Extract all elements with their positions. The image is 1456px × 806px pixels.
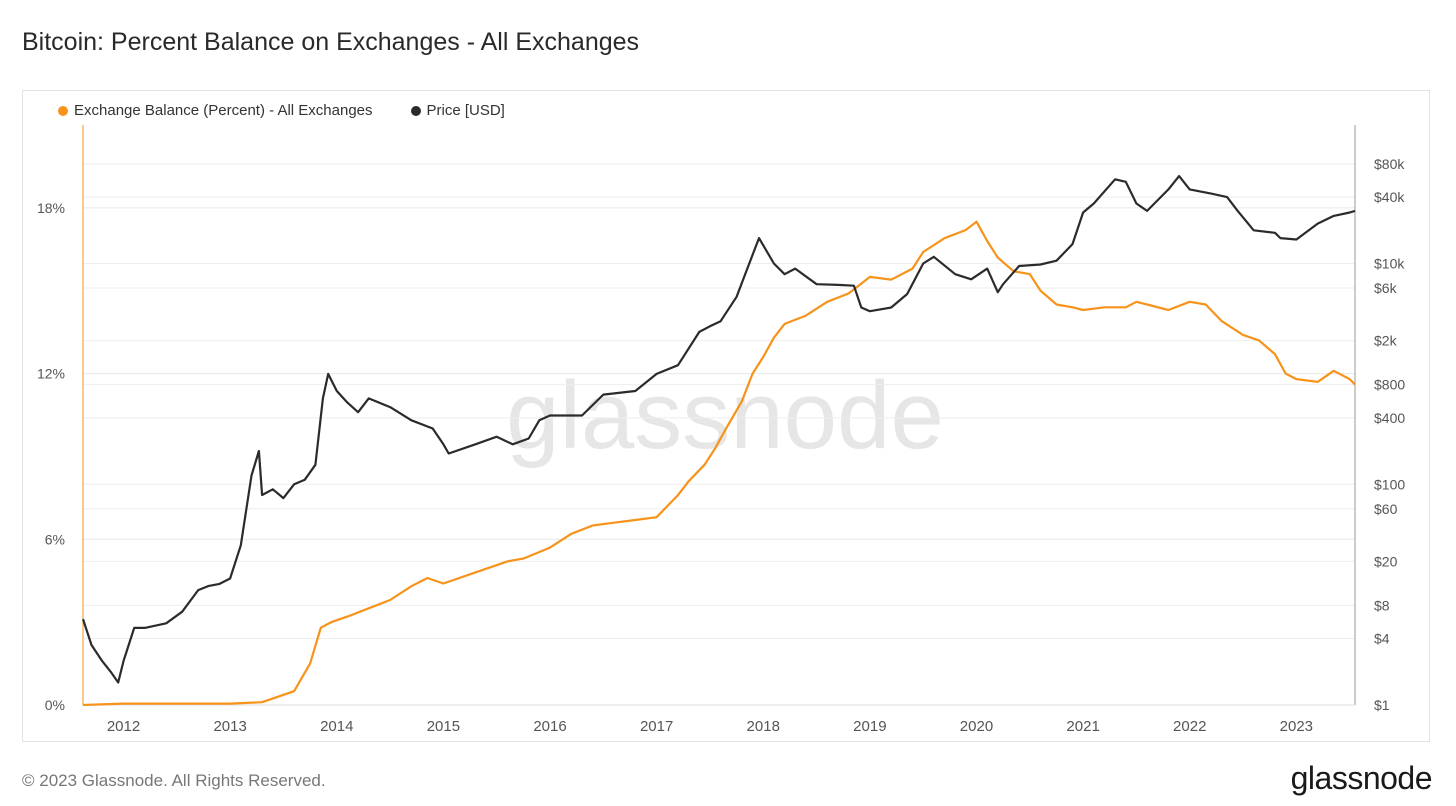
y-right-tick-label: $40k (1374, 189, 1405, 205)
x-tick-label: 2018 (747, 718, 780, 735)
glassnode-logo: glassnode (1290, 760, 1433, 796)
x-tick-label: 2017 (640, 718, 673, 735)
y-right-tick-label: $60 (1374, 501, 1398, 517)
chart-frame (22, 90, 1430, 742)
legend-item-exchange[interactable]: Exchange Balance (Percent) - All Exchang… (58, 102, 373, 119)
y-left-tick-label: 18% (37, 200, 65, 216)
y-right-tick-label: $20 (1374, 553, 1398, 569)
legend-label-exchange: Exchange Balance (Percent) - All Exchang… (74, 102, 373, 119)
exchange-balance-line (82, 220, 1356, 707)
x-tick-label: 2020 (960, 718, 993, 735)
x-tick-label: 2022 (1173, 718, 1206, 735)
y-right-tick-label: $6k (1374, 280, 1398, 296)
x-tick-label: 2016 (533, 718, 566, 735)
x-tick-label: 2023 (1280, 718, 1313, 735)
legend-dot-exchange (58, 105, 68, 116)
y-right-tick-label: $80k (1374, 156, 1405, 172)
y-right-tick-label: $800 (1374, 377, 1405, 393)
x-tick-label: 2019 (853, 718, 886, 735)
y-right-tick-label: $4 (1374, 631, 1390, 647)
x-tick-label: 2013 (213, 718, 246, 735)
chart-legend: Exchange Balance (Percent) - All Exchang… (58, 102, 505, 119)
y-right-tick-label: $1 (1374, 697, 1390, 713)
x-tick-label: 2015 (427, 718, 460, 735)
legend-label-price: Price [USD] (426, 102, 505, 119)
series-layer (81, 175, 1356, 707)
copyright-footer: © 2023 Glassnode. All Rights Reserved. (22, 771, 326, 790)
legend-dot-price (410, 105, 421, 116)
axes: 0% 6% 12% 18% $1 $4 $8 $20 $60 $100 $400 $800 $2k $6k… (37, 125, 1405, 735)
y-right-tick-label: $2k (1374, 333, 1398, 349)
y-right-tick-label: $100 (1374, 476, 1405, 492)
legend-item-price[interactable]: Price [USD] (410, 102, 505, 119)
x-tick-label: 2014 (320, 718, 353, 735)
y-left-tick-label: 12% (37, 366, 65, 382)
chart-title: Bitcoin: Percent Balance on Exchanges - … (22, 28, 640, 56)
y-right-tick-label: $8 (1374, 597, 1390, 613)
x-tick-label: 2012 (107, 718, 140, 735)
y-left-tick-label: 0% (45, 697, 65, 713)
y-right-tick-label: $400 (1374, 410, 1405, 426)
x-tick-label: 2021 (1066, 718, 1099, 735)
y-right-tick-label: $10k (1374, 256, 1405, 272)
price-line (81, 175, 1356, 684)
y-left-tick-label: 6% (45, 531, 65, 547)
